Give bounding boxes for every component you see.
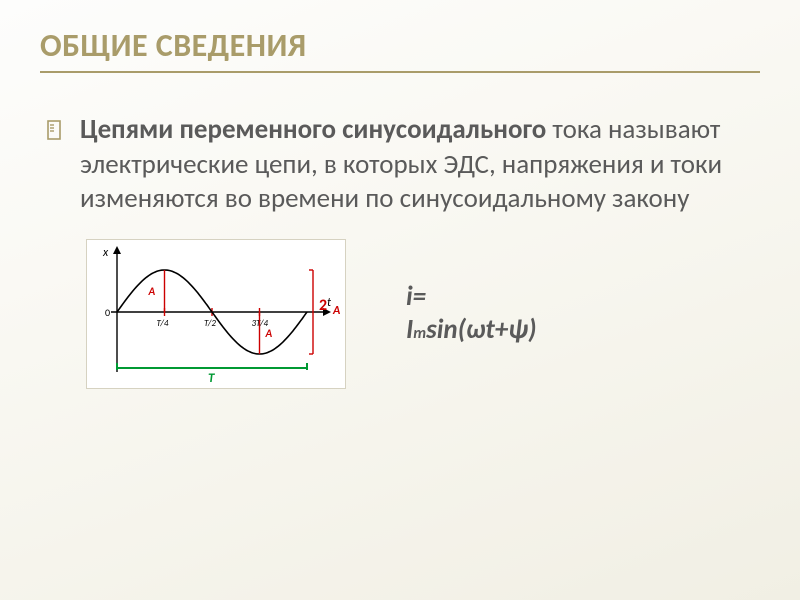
svg-text:A: A: [265, 327, 273, 340]
formula: i= Imsin(ωt+ψ): [406, 281, 537, 346]
title-bar: ОБЩИЕ СВЕДЕНИЯ: [0, 0, 800, 87]
svg-text:t: t: [327, 296, 332, 310]
svg-text:x: x: [102, 246, 109, 260]
figure-row: x0tT/4T/23T/4AA2AT i= Imsin(ωt+ψ): [46, 239, 754, 389]
formula-rest: sin(ωt+ψ): [426, 313, 536, 346]
title-underline: [40, 71, 760, 73]
svg-text:A: A: [148, 285, 156, 298]
svg-text:T/4: T/4: [157, 318, 169, 329]
bullet-row: Цепями переменного синусоидального тока …: [46, 113, 754, 217]
svg-text:0: 0: [105, 306, 110, 319]
sine-chart: x0tT/4T/23T/4AA2AT: [86, 239, 346, 389]
body-paragraph: Цепями переменного синусоидального тока …: [80, 113, 754, 217]
svg-text:2: 2: [319, 296, 327, 315]
formula-line1: i=: [406, 280, 426, 313]
bullet-icon: [46, 119, 64, 146]
body-area: Цепями переменного синусоидального тока …: [0, 87, 800, 389]
body-strong: Цепями переменного синусоидального: [80, 113, 546, 146]
slide-title: ОБЩИЕ СВЕДЕНИЯ: [40, 26, 760, 65]
formula-sub: m: [413, 324, 426, 343]
svg-text:T/2: T/2: [204, 318, 216, 329]
svg-text:A: A: [332, 304, 341, 318]
svg-text:T: T: [208, 371, 215, 386]
